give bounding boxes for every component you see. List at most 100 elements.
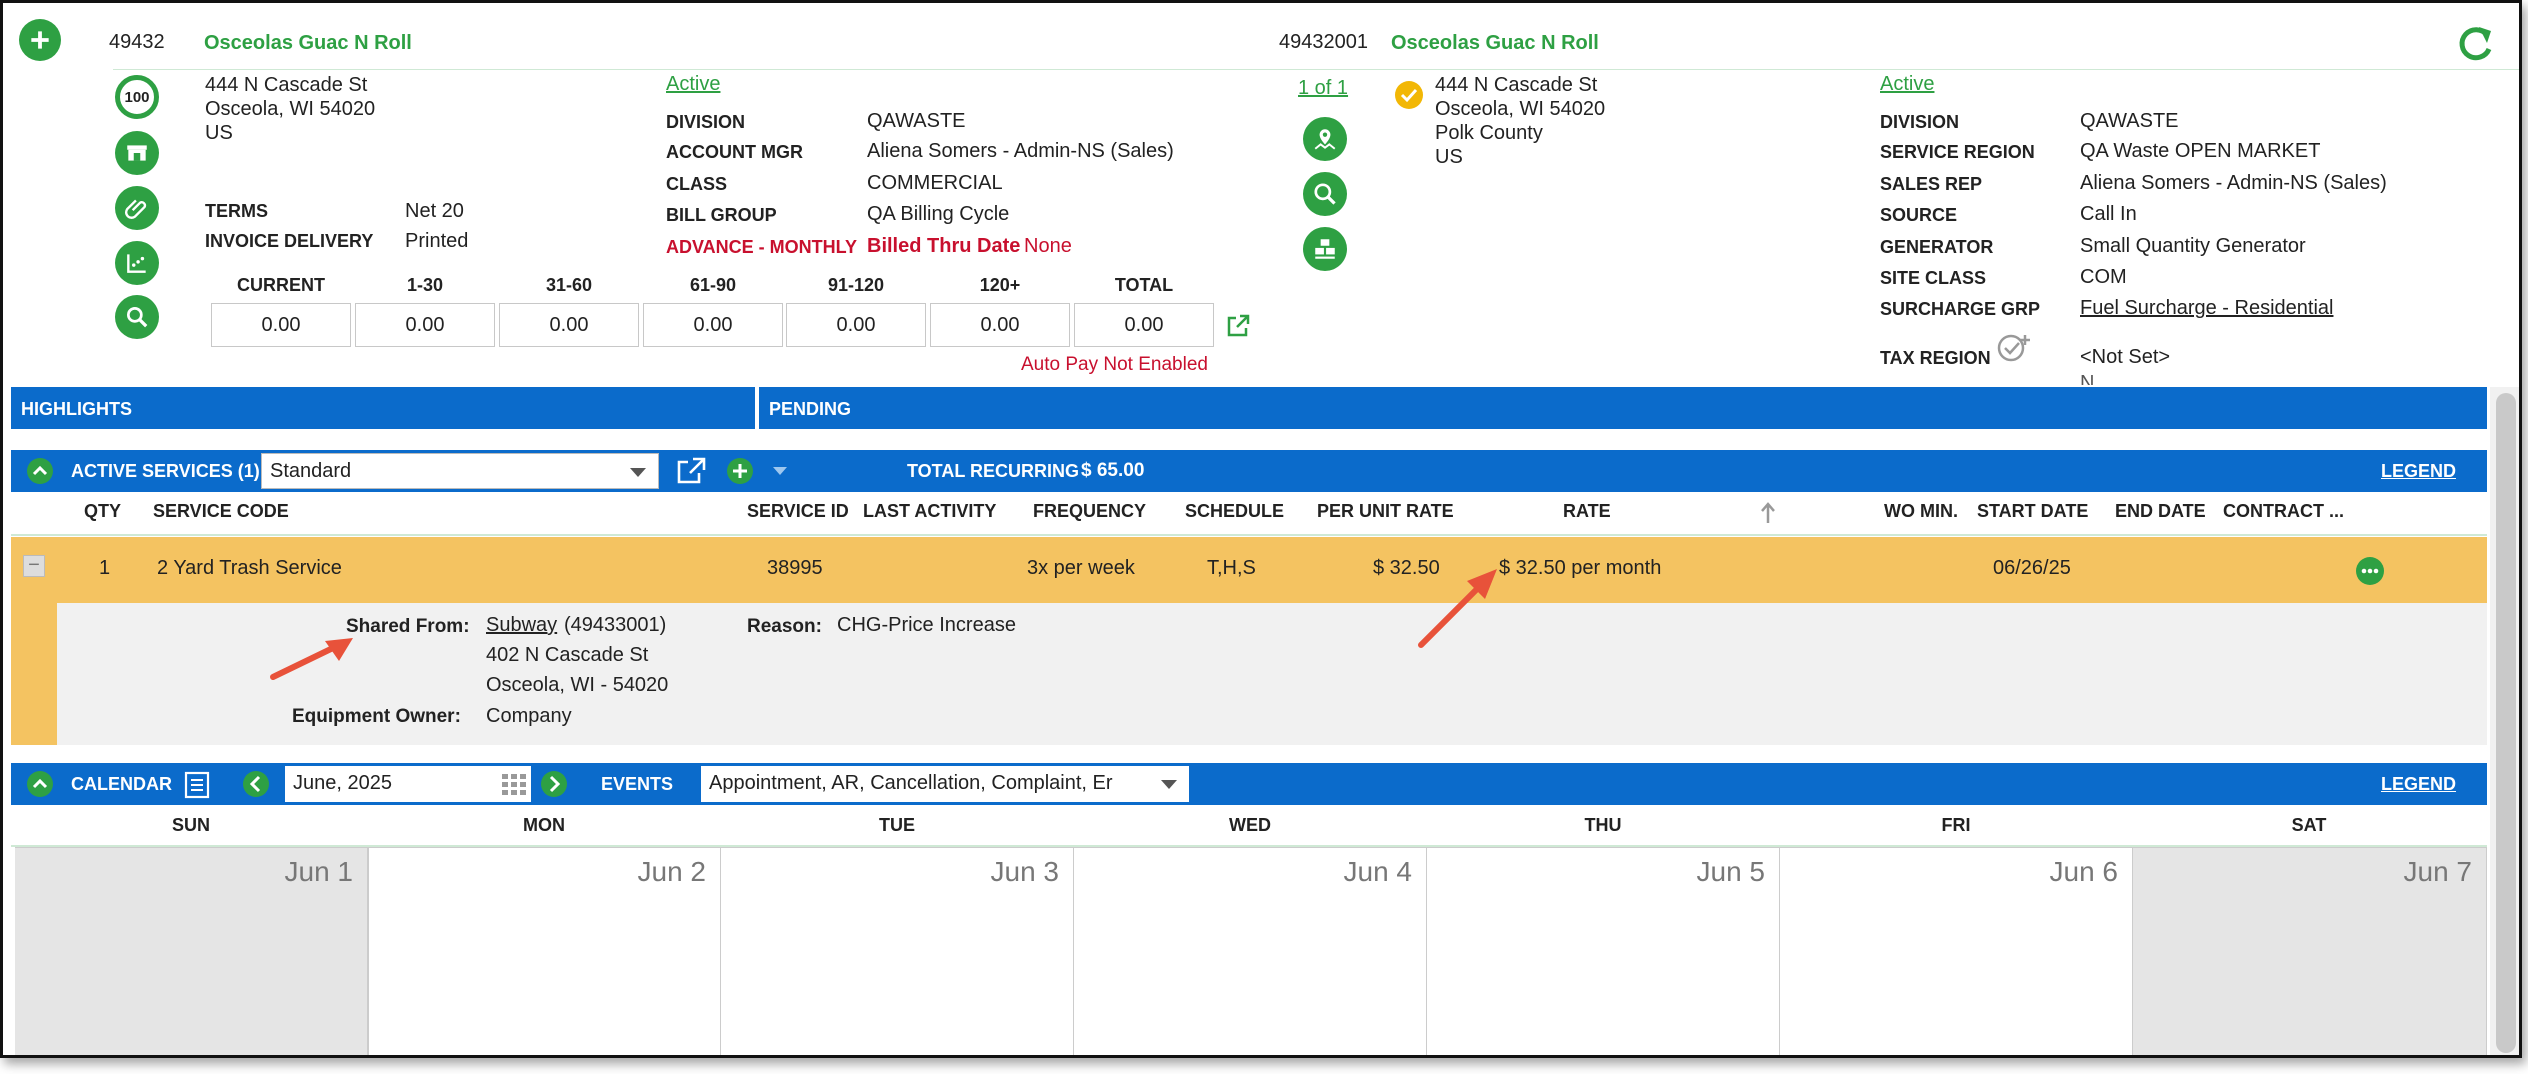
month-value: June, 2025 — [293, 772, 392, 794]
site-class-value: COM — [2080, 266, 2127, 288]
day-cell-mon[interactable]: Jun 2 — [368, 847, 721, 1055]
aging-header-120-plus: 120+ — [979, 275, 1021, 295]
row-qty: 1 — [99, 557, 111, 579]
events-select[interactable]: Appointment, AR, Cancellation, Complaint… — [701, 766, 1189, 802]
next-month-icon[interactable] — [541, 771, 567, 797]
shared-address-line2: Osceola, WI - 54020 — [486, 674, 669, 696]
day-cell-wed[interactable]: Jun 4 — [1074, 847, 1427, 1055]
source-label: SOURCE — [1880, 205, 1958, 225]
collapse-calendar-icon[interactable] — [27, 771, 53, 797]
day-cell-tue[interactable]: Jun 3 — [721, 847, 1074, 1055]
events-value: Appointment, AR, Cancellation, Complaint… — [709, 772, 1113, 794]
day-number: Jun 7 — [2403, 856, 2473, 887]
reason-label: Reason: — [747, 616, 822, 637]
calendar-legend-link[interactable]: LEGEND — [2381, 774, 2457, 794]
col-wo-min[interactable]: WO MIN. — [1884, 501, 1958, 521]
search-history-icon[interactable] — [115, 295, 159, 339]
add-icon[interactable] — [19, 19, 61, 61]
events-chevron-down-icon — [1161, 780, 1177, 789]
customer-name[interactable]: Osceolas Guac N Roll — [204, 32, 412, 54]
class-label: CLASS — [666, 174, 728, 194]
customer-status-link[interactable]: Active — [666, 73, 721, 95]
col-service-code[interactable]: SERVICE CODE — [153, 501, 289, 521]
calendar-grid-icon[interactable] — [501, 772, 527, 796]
aging-91-120: 0.00 — [786, 303, 926, 347]
store-icon[interactable] — [115, 131, 159, 175]
shared-from-label: Shared From: — [346, 616, 470, 637]
shared-address-line1: 402 N Cascade St — [486, 644, 649, 666]
total-recurring-label: TOTAL RECURRING — [907, 461, 1080, 481]
service-row[interactable]: − 1 2 Yard Trash Service 38995 3x per we… — [11, 537, 2487, 603]
col-per-unit-rate[interactable]: PER UNIT RATE — [1317, 501, 1454, 521]
site-address-line3: Polk County — [1435, 122, 1543, 144]
site-address-line2: Osceola, WI 54020 — [1435, 98, 1606, 120]
col-end-date[interactable]: END DATE — [2115, 501, 2206, 521]
site-status-link[interactable]: Active — [1880, 73, 1935, 95]
aging-header-61-90: 61-90 — [689, 275, 737, 295]
day-header-fri: FRI — [1941, 815, 1971, 835]
refresh-icon[interactable] — [2453, 21, 2497, 65]
collapse-services-icon[interactable] — [27, 458, 53, 484]
aging-header-current: CURRENT — [237, 275, 325, 295]
service-region-label: SERVICE REGION — [1880, 142, 2035, 162]
col-frequency[interactable]: FREQUENCY — [1033, 501, 1147, 521]
service-region-value: QA Waste OPEN MARKET — [2080, 140, 2321, 162]
account-mgr-value: Aliena Somers - Admin-NS (Sales) — [867, 140, 1174, 162]
col-contract[interactable]: CONTRACT ... — [2223, 501, 2344, 521]
row-collapse-button[interactable]: − — [23, 555, 45, 577]
site-pager[interactable]: 1 of 1 — [1298, 77, 1349, 99]
customer-address-line2: Osceola, WI 54020 — [205, 98, 376, 120]
surcharge-grp-link[interactable]: Fuel Surcharge - Residential — [2080, 297, 2334, 319]
add-service-dropdown-icon[interactable] — [773, 467, 787, 475]
col-qty[interactable]: QTY — [84, 501, 122, 521]
col-schedule[interactable]: SCHEDULE — [1185, 501, 1285, 521]
service-detail-panel — [57, 603, 2487, 745]
chart-icon[interactable] — [115, 241, 159, 285]
day-header-tue: TUE — [879, 815, 915, 835]
advance-monthly-label: ADVANCE - MONTHLY — [666, 237, 858, 257]
prev-month-icon[interactable] — [243, 771, 269, 797]
site-name[interactable]: Osceolas Guac N Roll — [1391, 32, 1599, 54]
row-more-options-icon[interactable] — [2356, 557, 2384, 585]
day-number: Jun 4 — [1343, 856, 1413, 887]
service-view-select[interactable]: Standard — [261, 453, 659, 489]
scrollbar-thumb[interactable] — [2496, 393, 2516, 1053]
site-division-value: QAWASTE — [2080, 110, 2179, 132]
day-cell-sun[interactable]: Jun 1 — [15, 847, 368, 1055]
events-label: EVENTS — [601, 774, 674, 794]
shared-from-link[interactable]: Subway — [486, 614, 558, 636]
col-rate[interactable]: RATE — [1563, 501, 1611, 521]
popout-icon[interactable] — [675, 456, 707, 486]
col-start-date[interactable]: START DATE — [1977, 501, 2089, 521]
surcharge-grp-label: SURCHARGE GRP — [1880, 299, 2041, 319]
day-header-wed: WED — [1229, 815, 1271, 835]
external-link-icon[interactable] — [1225, 313, 1251, 339]
invoice-delivery-value: Printed — [405, 230, 469, 252]
service-view-value: Standard — [270, 460, 352, 482]
source-value: Call In — [2080, 203, 2137, 225]
month-input[interactable]: June, 2025 — [285, 766, 531, 802]
col-last-activity[interactable]: LAST ACTIVITY — [863, 501, 997, 521]
row-rate: $ 32.50 per month — [1499, 557, 1662, 579]
containers-icon[interactable] — [1303, 227, 1347, 271]
equipment-owner-label: Equipment Owner: — [292, 706, 461, 727]
terms-value: Net 20 — [405, 200, 464, 222]
scrollbar-track[interactable] — [2490, 387, 2519, 1055]
col-service-id[interactable]: SERVICE ID — [747, 501, 849, 521]
web-search-icon[interactable] — [1303, 172, 1347, 216]
services-legend-link[interactable]: LEGEND — [2381, 461, 2457, 481]
add-service-icon[interactable] — [727, 458, 753, 484]
column-divider — [11, 534, 2487, 536]
map-route-icon[interactable] — [1303, 117, 1347, 161]
sort-up-icon[interactable] — [1759, 501, 1777, 525]
tax-region-value: <Not Set> — [2080, 346, 2171, 368]
day-cell-thu[interactable]: Jun 5 — [1427, 847, 1780, 1055]
customer-address-line1: 444 N Cascade St — [205, 74, 368, 96]
day-cell-sat[interactable]: Jun 7 — [2133, 847, 2487, 1055]
attachment-icon[interactable] — [115, 186, 159, 230]
check-add-icon[interactable] — [1996, 331, 2032, 365]
calendar-list-icon[interactable] — [183, 771, 211, 799]
day-cell-fri[interactable]: Jun 6 — [1780, 847, 2133, 1055]
active-services-bar: ACTIVE SERVICES (1) Standard TOTAL RECUR… — [11, 450, 2487, 492]
calendar-bar: CALENDAR June, 2025 EVENTS Appointment, … — [11, 763, 2487, 805]
